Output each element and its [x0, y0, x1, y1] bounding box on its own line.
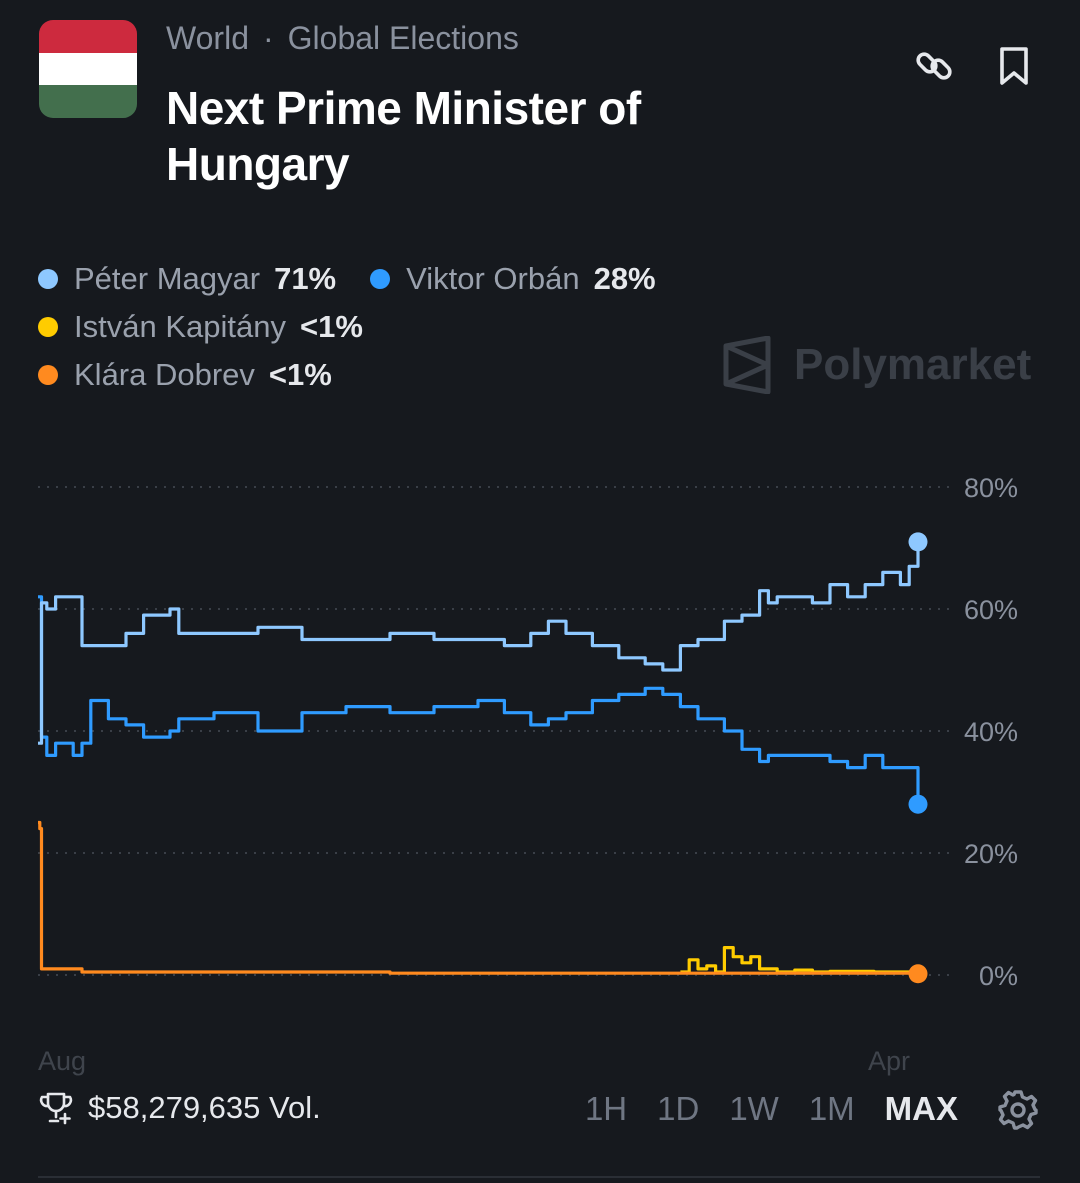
legend-item-peter-magyar: Péter Magyar 71% — [38, 261, 336, 297]
range-1d-button[interactable]: 1D — [657, 1090, 700, 1127]
y-tick-label: 20% — [964, 839, 1018, 869]
y-tick-label: 60% — [964, 595, 1018, 625]
trophy-icon — [39, 1092, 73, 1125]
series-endpoint-dot — [908, 532, 928, 552]
legend-item-viktor-orban: Viktor Orbán 28% — [370, 261, 656, 297]
legend-value: <1% — [268, 357, 332, 392]
page-title: Next Prime Minister of Hungary — [166, 82, 641, 190]
x-tick-label-start: Aug — [38, 1046, 86, 1076]
legend-dot — [38, 365, 58, 385]
watermark-text: Polymarket — [794, 340, 1032, 389]
polymarket-logo-icon — [723, 336, 771, 394]
breadcrumb-subcategory[interactable]: Global Elections — [287, 20, 519, 56]
link-icon[interactable] — [912, 44, 956, 88]
legend-value: 28% — [593, 261, 656, 296]
legend-name: István Kapitány — [74, 309, 286, 344]
range-1h-button[interactable]: 1H — [584, 1090, 628, 1127]
series-line-istv-n-kapit-ny — [680, 946, 918, 974]
series-endpoint-dot — [908, 964, 928, 984]
hungary-flag-icon — [39, 20, 137, 118]
y-tick-label: 40% — [964, 717, 1018, 747]
legend-item-istvan-kapitany: István Kapitány <1% — [38, 309, 363, 345]
flag-stripe-green — [39, 85, 137, 118]
legend-name: Péter Magyar — [74, 261, 261, 296]
series-line-p-ter-magyar — [38, 541, 920, 745]
range-1m-button[interactable]: 1M — [808, 1090, 855, 1127]
legend-value: 71% — [274, 261, 337, 296]
series-line-kl-ra-dobrev — [38, 820, 920, 975]
flag-stripe-white — [39, 52, 137, 86]
legend-dot — [38, 317, 58, 337]
settings-gear-icon[interactable] — [996, 1088, 1040, 1132]
bookmark-icon[interactable] — [992, 44, 1036, 88]
volume-text: $58,279,635 Vol. — [88, 1090, 321, 1125]
legend-dot — [38, 269, 58, 289]
legend-item-klara-dobrev: Klára Dobrev <1% — [38, 357, 332, 393]
breadcrumb-separator: · — [262, 20, 274, 56]
legend-row: István Kapitány <1% — [38, 303, 690, 351]
volume-info: $58,279,635 Vol. — [38, 1090, 321, 1126]
legend-row: Klára Dobrev <1% — [38, 351, 690, 399]
breadcrumb-category[interactable]: World — [166, 20, 249, 56]
series-line-viktor-orb-n — [38, 595, 920, 805]
chart-legend: Péter Magyar 71% Viktor Orbán 28% István… — [38, 255, 690, 399]
breadcrumb: World · Global Elections — [166, 20, 519, 57]
time-range-selector: 1H 1D 1W 1M MAX — [555, 1090, 958, 1128]
legend-row: Péter Magyar 71% Viktor Orbán 28% — [38, 255, 690, 303]
y-tick-label: 0% — [979, 961, 1018, 991]
y-tick-label: 80% — [964, 473, 1018, 503]
range-max-button[interactable]: MAX — [884, 1090, 958, 1127]
legend-name: Viktor Orbán — [406, 261, 580, 296]
footer-divider — [38, 1176, 1040, 1178]
x-tick-label-end: Apr — [868, 1046, 910, 1076]
legend-value: <1% — [299, 309, 363, 344]
series-endpoint-dot — [908, 794, 928, 814]
range-1w-button[interactable]: 1W — [729, 1090, 779, 1127]
flag-stripe-red — [39, 20, 137, 53]
price-chart[interactable]: 0% 20% 40% 60% 80% Aug Apr — [0, 440, 1080, 1080]
legend-dot — [370, 269, 391, 289]
legend-name: Klára Dobrev — [74, 357, 255, 392]
polymarket-watermark: Polymarket — [722, 336, 1031, 394]
